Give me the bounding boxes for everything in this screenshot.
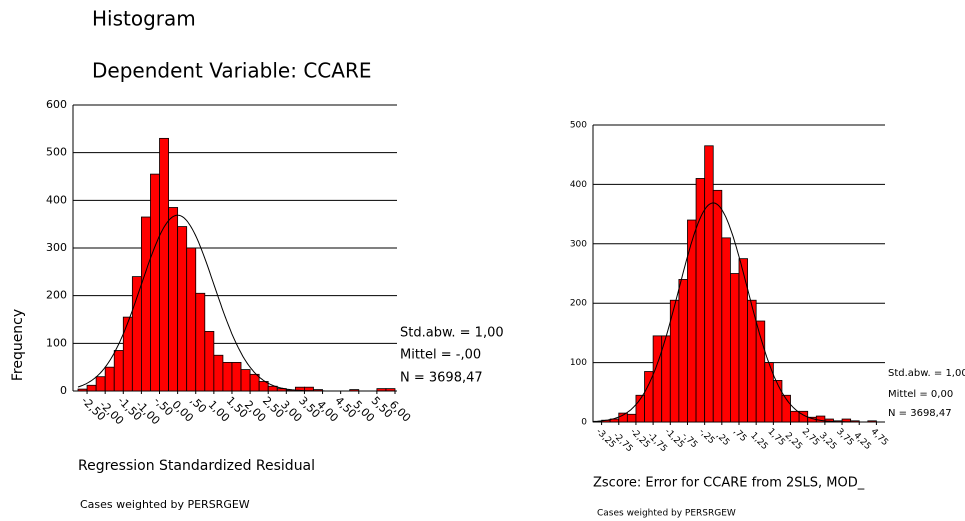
note: Cases weighted by PERSRGEW — [597, 509, 736, 519]
normal-curve — [77, 214, 395, 392]
y-tick-label: 100 — [570, 358, 587, 368]
y-tick-label: 300 — [570, 239, 587, 249]
stats-label: Mittel = -,00 — [400, 348, 481, 363]
y-tick-label: 200 — [46, 289, 67, 302]
bar — [652, 335, 663, 423]
y-tick-label: 600 — [46, 98, 67, 111]
y-tick-label: 200 — [570, 299, 587, 309]
stats-label: Std.abw. = 1,00 — [400, 326, 504, 341]
y-tick-label: 500 — [570, 121, 587, 131]
x-tick-label: ,25 — [714, 431, 731, 448]
bar — [195, 292, 206, 392]
y-tick-label: 100 — [46, 336, 67, 349]
bar — [186, 247, 197, 392]
x-axis-label: Regression Standardized Residual — [78, 458, 315, 474]
stats-label: Mittel = 0,00 — [888, 389, 953, 400]
bar — [240, 369, 251, 392]
y-tick-label: 400 — [570, 180, 587, 190]
bar — [704, 145, 714, 423]
bar — [781, 394, 791, 423]
bar — [177, 226, 188, 392]
bar — [695, 178, 706, 423]
y-axis-label: Frequency — [10, 309, 26, 381]
note: Cases weighted by PERSRGEW — [80, 498, 250, 511]
chart-subtitle: Dependent Variable: CCARE — [92, 59, 371, 83]
bar — [790, 410, 800, 423]
bar — [131, 276, 142, 392]
y-tick-label: 0 — [581, 418, 587, 428]
bar — [678, 279, 688, 423]
bar — [140, 216, 151, 392]
bar — [168, 207, 179, 392]
stats-label: N = 3698,47 — [400, 371, 483, 386]
x-axis-label: Zscore: Error for CCARE from 2SLS, MOD_ — [593, 476, 865, 491]
bar — [213, 354, 224, 392]
bar — [644, 371, 654, 423]
bar — [618, 412, 628, 423]
bar — [249, 373, 260, 392]
bar — [626, 413, 637, 423]
bar — [150, 173, 160, 392]
chart-title: Histogram — [92, 7, 196, 31]
bar — [712, 189, 723, 423]
x-tick-label: -,25 — [697, 427, 716, 446]
normal-curve — [592, 202, 885, 423]
y-tick-label: 400 — [46, 193, 67, 206]
bar — [86, 384, 97, 392]
stats-label: N = 3698,47 — [888, 408, 952, 419]
y-tick-label: 300 — [46, 241, 67, 254]
x-tick-label: -,75 — [680, 431, 699, 450]
bar — [159, 137, 169, 392]
bar — [95, 376, 106, 392]
bar — [222, 361, 233, 392]
bar — [122, 316, 133, 392]
bar — [231, 361, 242, 392]
stats-label: Std.abw. = 1,00 — [888, 368, 965, 379]
bar — [721, 237, 731, 423]
bar — [77, 388, 88, 392]
bar — [661, 335, 671, 423]
x-tick-label: ,75 — [731, 427, 748, 444]
bar — [113, 350, 124, 392]
bar — [730, 273, 740, 423]
bar — [772, 380, 783, 423]
bar — [204, 331, 215, 392]
y-tick-label: 0 — [60, 384, 67, 397]
y-tick-label: 500 — [46, 146, 67, 159]
bar — [104, 366, 115, 392]
